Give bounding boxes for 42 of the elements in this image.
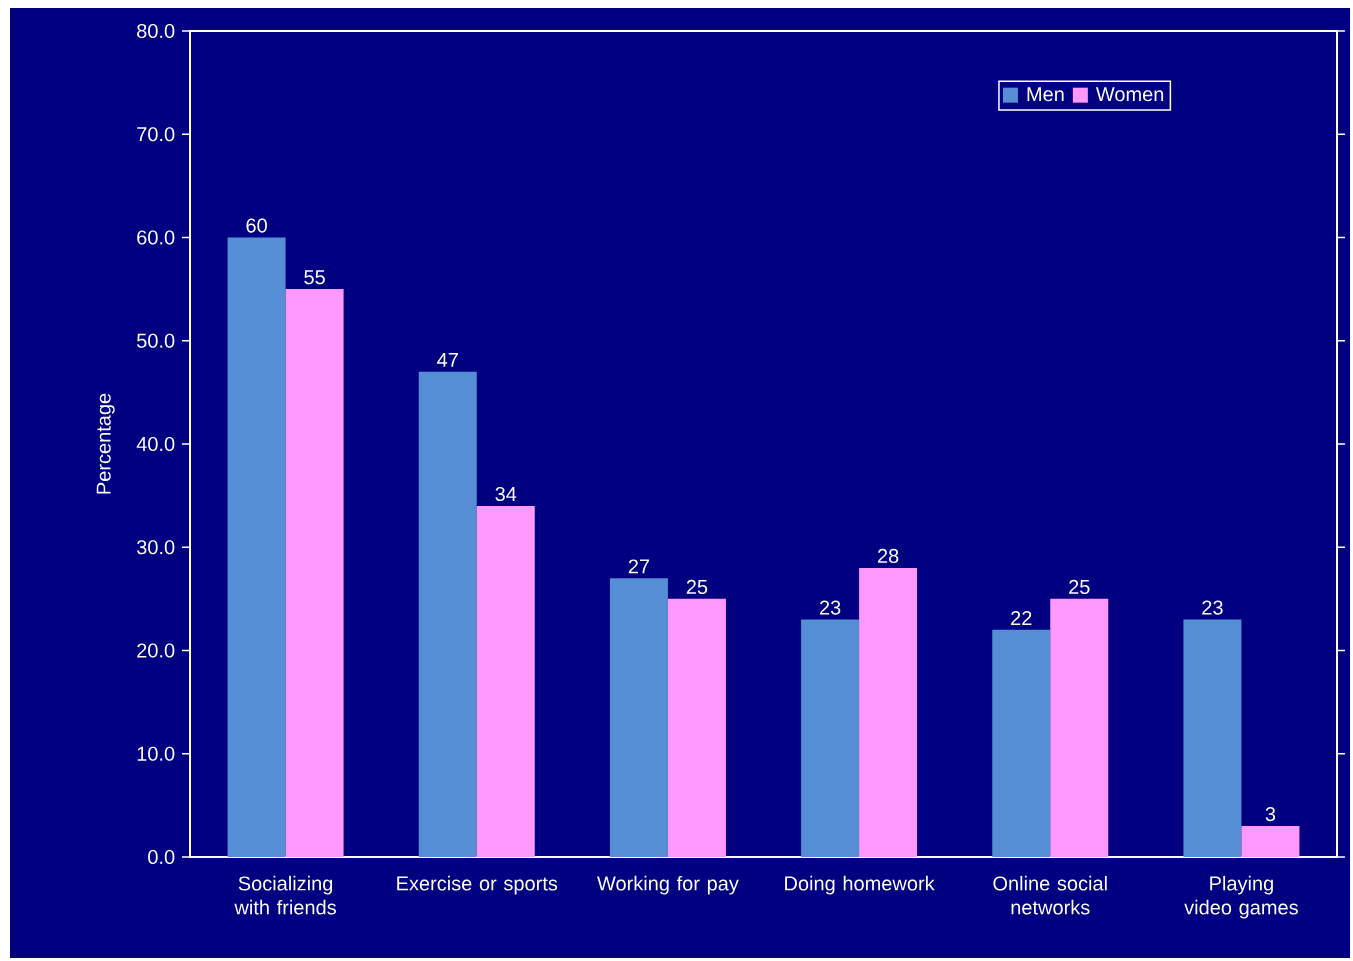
data-label: 60 [246,218,267,233]
y-tick-label: 10.0 [137,746,175,761]
y-axis-title: Percentage [96,393,115,494]
bar [1241,826,1300,857]
y-tick-label: 80.0 [137,23,175,39]
y-tick-label: 30.0 [136,540,175,555]
x-tick-label: Exercise or sports [397,875,558,895]
data-label: 25 [1069,579,1090,595]
bar [227,237,286,857]
data-label: 25 [686,579,708,595]
data-label: 22 [1011,611,1032,625]
data-label: 27 [628,559,650,574]
bar [859,567,918,857]
data-label: 55 [304,270,325,285]
x-tick-label: Playing video games [1184,875,1298,919]
bar [285,289,344,857]
y-tick-label: 20.0 [137,643,175,658]
bar [1183,619,1242,857]
bar [609,578,668,857]
data-label: 23 [819,600,841,615]
data-label: 28 [877,548,899,564]
data-label: 3 [1265,806,1276,822]
y-tick-label: 60.0 [137,230,175,245]
bar [801,619,860,857]
x-tick-label: Working for pay [597,875,739,895]
y-tick-label: 70.0 [137,127,175,142]
data-label: 23 [1202,600,1223,615]
x-tick-label: Socializing with friends [234,875,336,915]
x-tick-label: Online social networks [993,875,1107,915]
data-label: 34 [495,486,517,502]
x-tick-label: Doing homework [785,875,935,895]
bar [992,629,1051,857]
bar [667,598,726,857]
bar [476,505,535,857]
bar [418,371,477,857]
y-tick-label: 0.0 [148,849,175,865]
legend-label: Men [1027,87,1064,102]
data-label: 47 [437,353,458,367]
y-tick-label: 40.0 [136,436,175,452]
y-tick-label: 50.0 [137,333,175,348]
bar [1050,598,1109,857]
legend-label: Women [1095,87,1164,102]
